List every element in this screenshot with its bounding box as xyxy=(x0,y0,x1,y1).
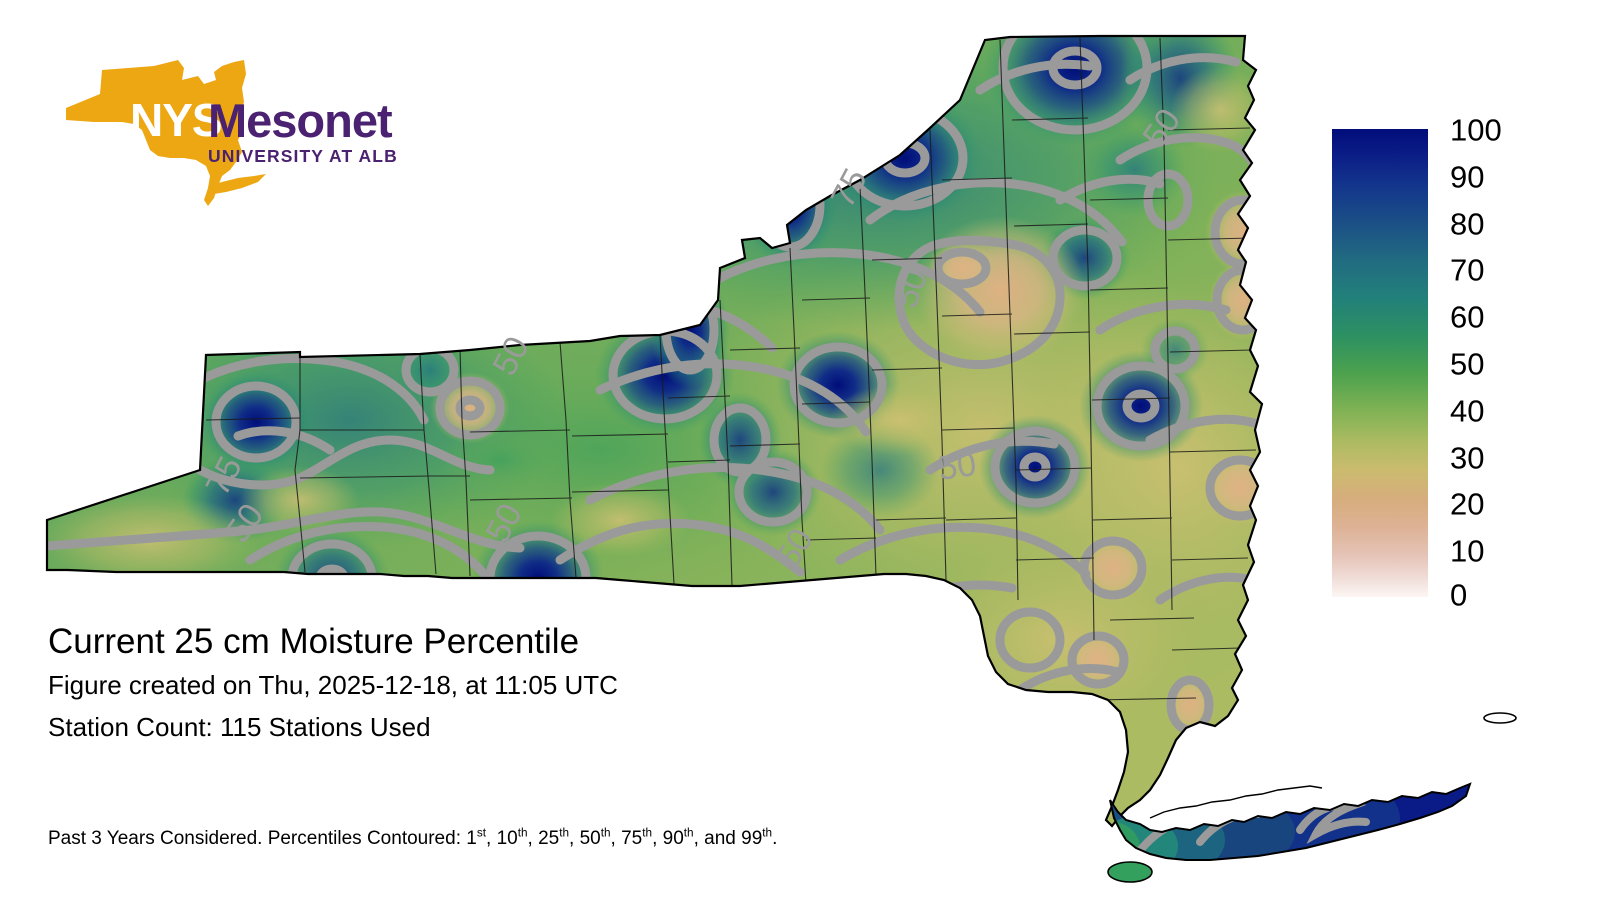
logo-mesonet-text: Mesonet xyxy=(208,94,393,147)
figure-caption-block: Current 25 cm Moisture Percentile Figure… xyxy=(48,620,1048,748)
contour-label: 50 xyxy=(936,445,979,488)
colorbar-tick: 60 xyxy=(1450,299,1485,335)
footnote-ordinal-50: 50th xyxy=(579,826,611,849)
staten-island xyxy=(1107,861,1153,883)
colorbar-tick: 0 xyxy=(1450,577,1468,613)
colorbar-tick: 30 xyxy=(1450,440,1485,476)
long-island-silhouette xyxy=(208,174,266,194)
footnote-ordinal-25: 25th xyxy=(538,826,570,849)
footnote-ordinal-90: 90th xyxy=(662,826,694,849)
colorbar-tick: 10 xyxy=(1450,533,1485,569)
logo-subtitle: UNIVERSITY AT ALBANY xyxy=(208,146,398,166)
colorbar xyxy=(1332,129,1428,597)
colorbar-tick: 80 xyxy=(1450,206,1485,242)
footnote: Past 3 Years Considered. Percentiles Con… xyxy=(48,826,778,849)
station-count: Station Count: 115 Stations Used xyxy=(48,712,431,742)
colorbar-tick: 20 xyxy=(1450,486,1485,522)
colorbar-tick: 90 xyxy=(1450,159,1485,195)
footnote-ordinal-99: 99th xyxy=(741,826,773,849)
footnote-ordinal-1: 1st xyxy=(466,826,486,849)
footnote-ordinal-10: 10th xyxy=(496,826,528,849)
colorbar-tick: 40 xyxy=(1450,393,1485,429)
colorbar-gradient xyxy=(1332,129,1428,597)
footnote-lead: Past 3 Years Considered. Percentiles Con… xyxy=(48,828,467,849)
footnote-ordinal-75: 75th xyxy=(621,826,653,849)
colorbar-ticks: 100 90 80 70 60 50 40 30 20 10 0 xyxy=(1450,115,1570,611)
colorbar-tick: 100 xyxy=(1450,112,1502,148)
logo-nys-text: NYS xyxy=(130,94,222,146)
page-title: Current 25 cm Moisture Percentile xyxy=(48,622,580,661)
county-boundaries xyxy=(205,37,1257,701)
long-island-north-fork xyxy=(1149,785,1323,819)
state-border xyxy=(45,34,1264,828)
colorbar-tick: 70 xyxy=(1450,252,1485,288)
creation-timestamp: Figure created on Thu, 2025-12-18, at 11… xyxy=(48,670,618,700)
contour-lines xyxy=(47,36,1262,735)
ny-state-silhouette xyxy=(66,60,246,206)
colorbar-tick: 50 xyxy=(1450,346,1485,382)
small-island xyxy=(1483,712,1517,724)
long-island-border xyxy=(1109,782,1472,861)
nys-mesonet-logo: NYS Mesonet UNIVERSITY AT ALBANY xyxy=(58,58,398,208)
